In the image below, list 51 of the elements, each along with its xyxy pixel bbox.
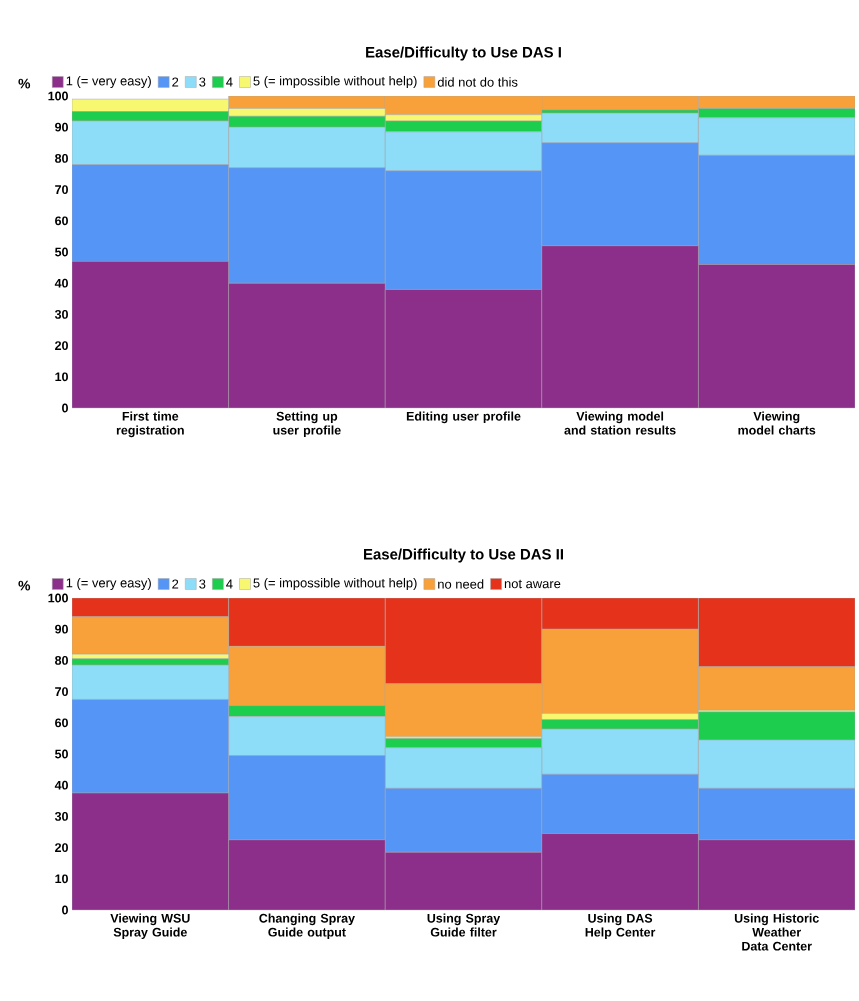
y-tick-label: 70 xyxy=(55,185,68,194)
y-tick-label: 20 xyxy=(55,843,68,853)
x-tick-label: First time registration xyxy=(116,411,184,438)
y-tick-label: 0 xyxy=(62,403,68,413)
y-tick-label: 90 xyxy=(55,624,68,634)
legend-label: 4 xyxy=(226,77,233,87)
y-tick-label: 10 xyxy=(55,874,68,884)
chart-title: Ease/Difficulty to Use DAS I xyxy=(366,46,561,61)
legend-label: 3 xyxy=(199,579,206,589)
chart-title: Ease/Difficulty to Use DAS II xyxy=(364,548,563,563)
y-tick-label: 80 xyxy=(55,656,68,665)
legend-label: 2 xyxy=(172,77,179,87)
legend-label: not aware xyxy=(504,579,561,589)
bar xyxy=(72,664,229,700)
x-tick-label: Viewing model and station results xyxy=(564,411,676,435)
y-tick-label: 90 xyxy=(55,122,68,132)
y-tick-label: 10 xyxy=(55,372,68,382)
y-tick-label: 60 xyxy=(55,216,68,226)
x-tick-label: Viewing WSU Spray Guide xyxy=(110,913,190,940)
y-axis-title: % xyxy=(18,580,31,591)
y-tick-label: 0 xyxy=(62,905,68,915)
y-tick-label: 30 xyxy=(54,309,68,319)
legend-label: 5 (= impossible without help) xyxy=(253,75,417,89)
y-tick-label: 40 xyxy=(54,780,68,790)
y-tick-label: 100 xyxy=(48,593,68,603)
y-tick-label: 50 xyxy=(55,749,68,759)
y-tick-label: 20 xyxy=(55,341,68,350)
legend-label: did not do this xyxy=(437,77,518,87)
x-tick-label: Using Spray Guide filter xyxy=(427,913,501,937)
legend-label: 5 (= impossible without help) xyxy=(253,577,417,591)
x-tick-label: Editing user profile xyxy=(406,411,521,424)
y-tick-label: 70 xyxy=(55,687,68,697)
y-tick-label: 40 xyxy=(54,278,68,288)
legend-label: 2 xyxy=(172,579,179,589)
x-tick-label: Changing Spray Guide output xyxy=(259,913,355,940)
x-tick-label: Using DAS Help Center xyxy=(585,913,656,940)
legend-label: 1 (= very easy) xyxy=(66,75,151,89)
x-tick-label: Setting up user profile xyxy=(273,411,341,438)
y-tick-label: 80 xyxy=(55,153,68,163)
y-tick-label: 100 xyxy=(48,91,68,101)
legend-label: 4 xyxy=(226,579,233,589)
legend-label: 1 (= very easy) xyxy=(66,577,151,591)
y-tick-label: 50 xyxy=(55,247,68,257)
legend-label: 3 xyxy=(199,77,206,87)
x-tick-label: Using Historic Weather Data Center xyxy=(734,913,819,951)
y-tick-label: 60 xyxy=(55,718,68,728)
y-tick-label: 30 xyxy=(54,811,68,821)
y-axis-title: % xyxy=(18,78,31,89)
x-tick-label: Viewing model charts xyxy=(738,411,816,435)
bar xyxy=(228,705,386,717)
legend-label: no need xyxy=(438,579,484,589)
